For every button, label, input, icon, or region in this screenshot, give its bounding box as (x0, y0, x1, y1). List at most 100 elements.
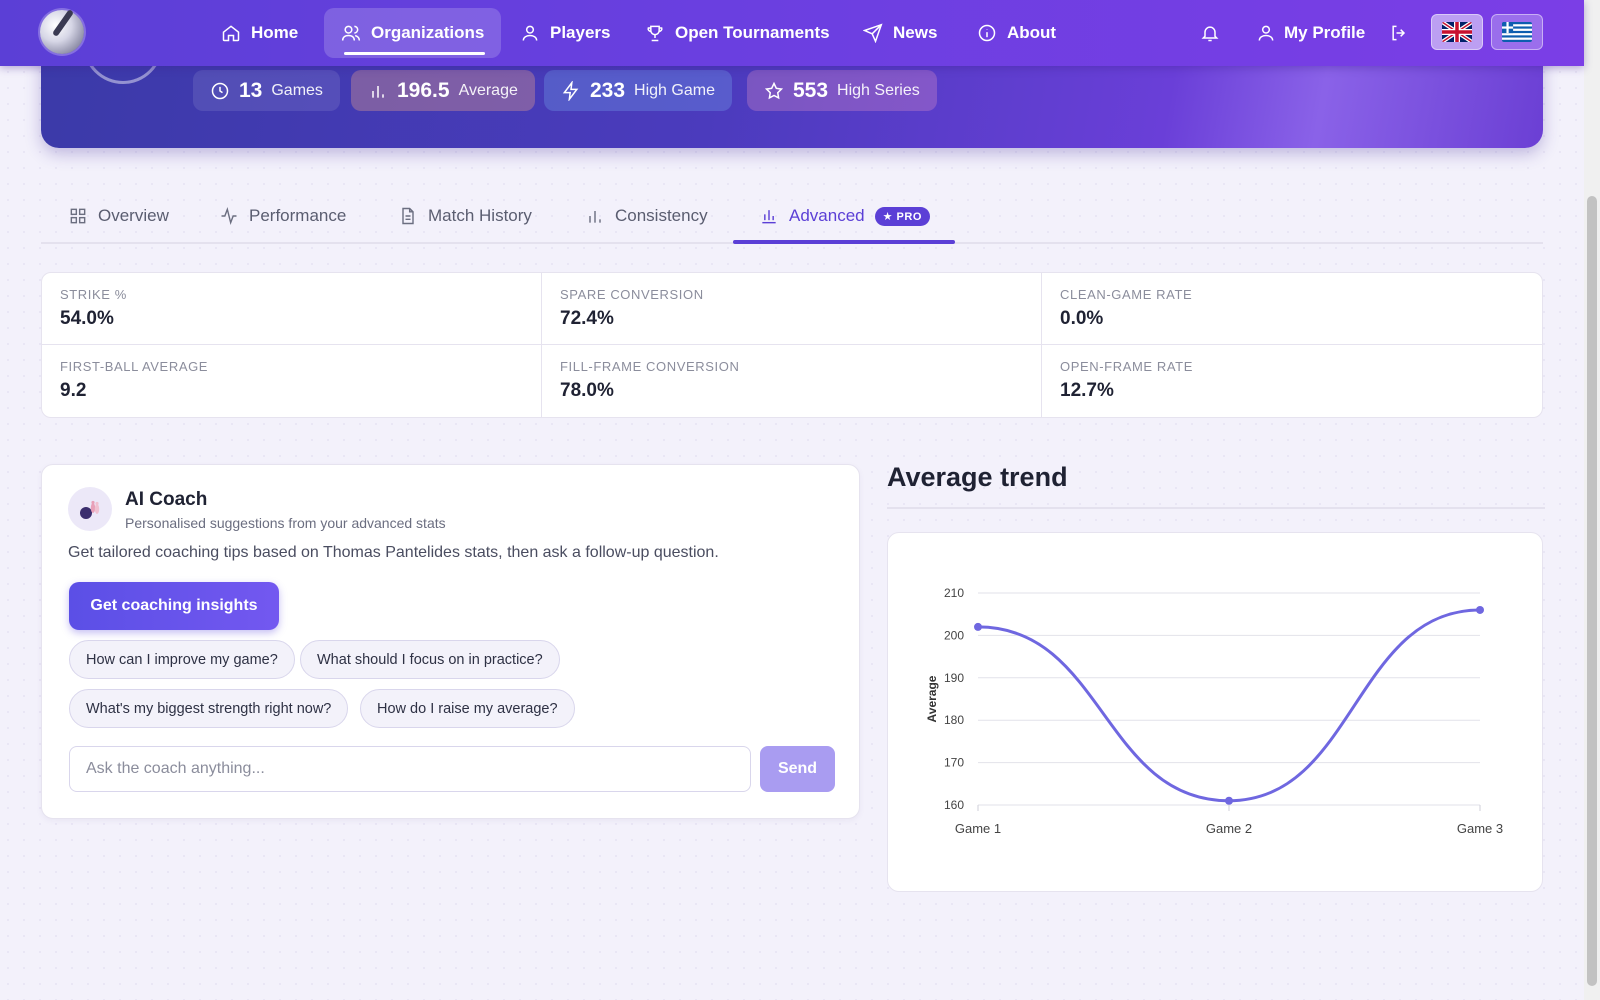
nav-players-label: Players (550, 23, 611, 42)
coach-subtitle: Personalised suggestions from your advan… (125, 515, 446, 531)
stat-games-value: 13 (239, 78, 263, 102)
nav-players[interactable]: Players (503, 8, 628, 58)
data-point (974, 622, 982, 631)
stat-games-label: Games (271, 81, 323, 99)
nav-home[interactable]: Home (204, 8, 315, 58)
tab-advanced[interactable]: Advanced ★ PRO (759, 190, 930, 242)
user-icon (522, 25, 538, 41)
notifications-button[interactable] (1200, 8, 1220, 58)
language-el-button[interactable] (1491, 14, 1543, 50)
user-icon (1258, 25, 1274, 41)
my-profile-link[interactable]: My Profile (1256, 8, 1365, 58)
suggestion-chip[interactable]: How do I raise my average? (360, 689, 575, 728)
stat-high-series-label: High Series (837, 81, 920, 99)
info-icon (978, 24, 996, 42)
stat-value: 72.4% (560, 308, 614, 329)
language-en-button[interactable] (1431, 14, 1483, 50)
stat-label: CLEAN-GAME RATE (1060, 287, 1193, 302)
get-coaching-insights-button[interactable]: Get coaching insights (69, 582, 279, 630)
y-tick-label: 170 (944, 756, 964, 770)
x-tick-label: Game 3 (1457, 821, 1503, 836)
y-tick-label: 200 (944, 628, 964, 642)
bar-chart-icon (589, 211, 601, 223)
stat-average-label: Average (458, 81, 518, 99)
y-tick-label: 190 (944, 671, 964, 685)
logout-button[interactable] (1389, 8, 1409, 58)
coach-title: AI Coach (125, 489, 208, 510)
stat-value: 12.7% (1060, 380, 1114, 401)
tab-performance-label: Performance (249, 206, 347, 225)
stat-cell: CLEAN-GAME RATE 0.0% (1042, 273, 1542, 345)
nav-open-tournaments[interactable]: Open Tournaments (628, 8, 847, 58)
tab-match-history[interactable]: Match History (398, 190, 532, 242)
top-navigation: Home Organizations Players Open Tourname… (0, 0, 1584, 66)
stat-label: OPEN-FRAME RATE (1060, 359, 1193, 374)
stat-cell: FILL-FRAME CONVERSION 78.0% (542, 345, 1042, 417)
stat-value: 0.0% (1060, 308, 1104, 329)
nav-about-label: About (1007, 23, 1057, 42)
player-tabs: Overview Performance Match History Consi… (41, 190, 1543, 244)
y-tick-label: 180 (944, 713, 964, 727)
y-tick-label: 210 (944, 586, 964, 600)
nav-news[interactable]: News (846, 8, 954, 58)
stat-games: 13 Games (193, 70, 340, 111)
stat-cell: SPARE CONVERSION 72.4% (542, 273, 1042, 345)
app-logo[interactable] (40, 10, 84, 54)
send-icon (863, 23, 883, 43)
pro-badge: ★ PRO (874, 206, 930, 226)
tab-match-history-label: Match History (428, 206, 532, 225)
data-point (1476, 605, 1484, 614)
stat-high-game-label: High Game (634, 81, 715, 99)
coach-question-input[interactable] (69, 746, 751, 792)
divider (887, 507, 1545, 509)
x-tick-label: Game 2 (1206, 821, 1252, 836)
suggestion-chip[interactable]: How can I improve my game? (69, 640, 295, 679)
trophy-icon (647, 25, 663, 42)
advanced-stats-grid: STRIKE % 54.0% SPARE CONVERSION 72.4% CL… (41, 272, 1543, 418)
nav-about[interactable]: About (960, 8, 1073, 58)
clock-icon (211, 82, 229, 99)
bowling-icon (68, 487, 112, 531)
nav-home-label: Home (251, 23, 299, 42)
tab-consistency[interactable]: Consistency (585, 190, 708, 242)
nav-news-label: News (893, 23, 938, 42)
tab-performance[interactable]: Performance (219, 190, 346, 242)
star-icon (764, 81, 784, 99)
nav-organizations[interactable]: Organizations (324, 8, 502, 58)
data-point (1225, 796, 1233, 805)
home-icon (222, 25, 240, 42)
suggestion-chip[interactable]: What's my biggest strength right now? (69, 689, 349, 728)
y-axis-label: Average (925, 675, 939, 722)
send-button[interactable]: Send (760, 746, 835, 792)
suggestion-chip[interactable]: What should I focus on in practice? (300, 640, 560, 679)
scrollbar-thumb[interactable] (1587, 196, 1597, 986)
stat-high-series: 553 High Series (747, 70, 937, 111)
tab-overview[interactable]: Overview (68, 190, 169, 242)
y-tick-label: 160 (944, 798, 964, 812)
stat-label: STRIKE % (60, 287, 127, 302)
stat-value: 9.2 (60, 380, 87, 401)
average-trend-chart: 160 170 180 190 200 210 Game 1 Game 2 Game 3 Aver… (925, 586, 1503, 836)
stat-average-value: 196.5 (397, 78, 450, 102)
lightning-icon (562, 80, 579, 101)
stat-label: SPARE CONVERSION (560, 287, 704, 302)
average-trend-title: Average trend (887, 462, 1068, 492)
users-icon (341, 25, 361, 41)
bar-chart-icon (762, 210, 776, 224)
stat-high-series-value: 553 (793, 78, 829, 102)
stat-cell: OPEN-FRAME RATE 12.7% (1042, 345, 1542, 417)
document-icon (402, 207, 414, 225)
page-scrollbar[interactable] (1584, 0, 1600, 1000)
bell-icon (1201, 26, 1219, 42)
tab-overview-label: Overview (98, 206, 169, 225)
logout-icon (1392, 25, 1406, 41)
bar-chart-icon (372, 85, 384, 98)
tab-consistency-label: Consistency (615, 206, 708, 225)
active-tab-indicator (733, 240, 955, 244)
stat-label: FILL-FRAME CONVERSION (560, 359, 740, 374)
nav-open-tournaments-label: Open Tournaments (675, 23, 830, 42)
series-line (977, 608, 1481, 803)
my-profile-label: My Profile (1284, 23, 1366, 42)
greek-flag-icon (1502, 22, 1532, 42)
x-tick-label: Game 1 (955, 821, 1001, 836)
